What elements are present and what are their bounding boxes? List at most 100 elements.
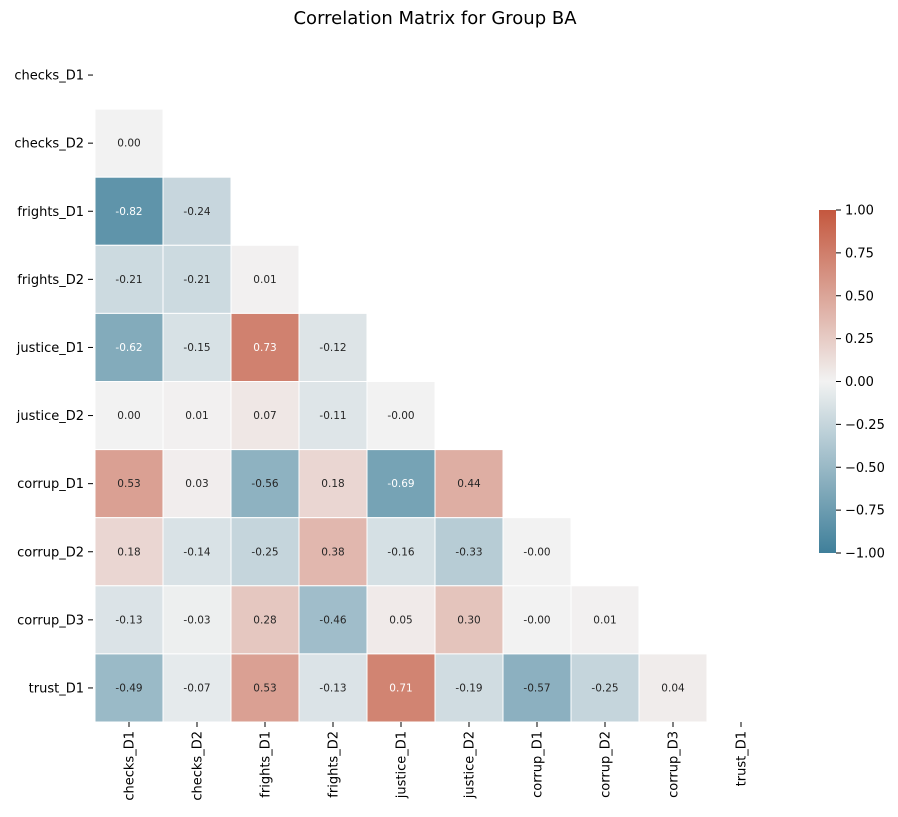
heatmap-cell — [162, 449, 232, 519]
cell-value-label: 0.18 — [117, 546, 140, 558]
colorbar: 1.00 0.75 0.50 0.25 0.00 −0.25 −0.50 −0.75 −1.00 — [819, 204, 885, 562]
cell-value-label: 0.53 — [253, 682, 276, 694]
cell-value-label: -0.21 — [115, 274, 142, 286]
cell-value-label: -0.13 — [115, 614, 142, 626]
colorbar-tick-label: −0.50 — [845, 461, 885, 476]
cell-value-label: 0.71 — [389, 682, 412, 694]
column-tick-label: corrup_D1 — [531, 731, 546, 798]
heatmap-cell — [298, 381, 368, 451]
colorbar-tick-label: 0.25 — [845, 332, 874, 347]
heatmap-cell — [94, 585, 164, 655]
heatmap-cell — [230, 449, 300, 519]
row-tick-label: justice_D1 — [16, 341, 84, 356]
heatmap-cell — [230, 244, 300, 314]
cell-value-label: -0.12 — [319, 342, 346, 354]
cell-value-label: 0.44 — [457, 478, 481, 490]
row-tick-label: justice_D2 — [16, 409, 84, 424]
cell-value-label: 0.03 — [185, 478, 208, 490]
row-tick-label: corrup_D3 — [17, 613, 84, 628]
cell-value-label: 0.04 — [661, 682, 685, 694]
cell-value-label: -0.00 — [387, 410, 414, 422]
heatmap-cell — [298, 653, 368, 723]
chart-title: Correlation Matrix for Group BA — [293, 8, 577, 29]
cell-value-label: -0.62 — [115, 342, 142, 354]
heatmap-cell — [298, 312, 368, 382]
heatmap-cells: 0.00 -0.82 -0.24 -0.21 -0.21 0.01 -0.62 -0.15 0.… — [94, 108, 708, 723]
heatmap-cell — [94, 517, 164, 587]
heatmap-cell — [162, 653, 232, 723]
colorbar-tick-label: 0.75 — [845, 246, 874, 261]
heatmap-cell — [434, 449, 504, 519]
row-tick-label: frights_D2 — [17, 273, 84, 288]
column-tick-label: trust_D1 — [735, 731, 750, 786]
cell-value-label: 0.01 — [593, 614, 616, 626]
heatmap-cell — [94, 108, 164, 178]
column-tick-label: checks_D2 — [191, 731, 206, 801]
heatmap-cell — [298, 517, 368, 587]
cell-value-label: -0.14 — [183, 546, 210, 558]
colorbar-tick-label: 1.00 — [845, 204, 874, 219]
cell-value-label: 0.05 — [389, 614, 412, 626]
cell-value-label: 0.53 — [117, 478, 140, 490]
cell-value-label: -0.19 — [455, 682, 482, 694]
cell-value-label: -0.82 — [115, 206, 142, 218]
cell-value-label: -0.46 — [319, 614, 346, 626]
heatmap-cell — [434, 653, 504, 723]
cell-value-label: -0.25 — [591, 682, 618, 694]
cell-value-label: 0.07 — [253, 410, 276, 422]
cell-value-label: -0.33 — [455, 546, 482, 558]
cell-value-label: 0.73 — [253, 342, 276, 354]
heatmap-cell — [162, 176, 232, 246]
cell-value-label: 0.28 — [253, 614, 276, 626]
heatmap-cell — [298, 449, 368, 519]
colorbar-gradient — [819, 210, 836, 553]
row-tick-label: checks_D1 — [14, 69, 84, 84]
heatmap-cell — [162, 312, 232, 382]
colorbar-tick-label: 0.50 — [845, 289, 874, 304]
heatmap-cell — [162, 381, 232, 451]
row-tick-labels: checks_D1 checks_D2 frights_D1 frights_D2ju… — [14, 69, 93, 696]
row-tick-label: frights_D1 — [17, 205, 84, 220]
heatmap-cell — [638, 653, 708, 723]
row-tick-label: corrup_D2 — [17, 545, 84, 560]
column-tick-label: corrup_D2 — [599, 731, 614, 798]
cell-value-label: 0.38 — [321, 546, 344, 558]
column-tick-label: justice_D1 — [395, 731, 410, 799]
cell-value-label: -0.15 — [183, 342, 210, 354]
column-tick-label: frights_D1 — [259, 731, 274, 798]
row-tick-label: checks_D2 — [14, 137, 84, 152]
heatmap-cell — [502, 517, 572, 587]
colorbar-tick-label: 0.00 — [845, 375, 874, 390]
column-tick-label: frights_D2 — [327, 731, 342, 798]
heatmap-cell — [94, 653, 164, 723]
cell-value-label: 0.01 — [253, 274, 276, 286]
cell-value-label: -0.13 — [319, 682, 346, 694]
heatmap-cell — [502, 653, 572, 723]
heatmap-cell — [366, 381, 436, 451]
cell-value-label: -0.69 — [387, 478, 414, 490]
column-tick-label: corrup_D3 — [667, 731, 682, 798]
cell-value-label: -0.16 — [387, 546, 414, 558]
column-tick-label: checks_D1 — [123, 731, 138, 801]
cell-value-label: -0.03 — [183, 614, 210, 626]
row-tick-label: trust_D1 — [29, 681, 84, 696]
heatmap-cell — [230, 653, 300, 723]
cell-value-label: 0.00 — [117, 410, 140, 422]
heatmap-cell — [94, 176, 164, 246]
cell-value-label: -0.56 — [251, 478, 278, 490]
heatmap-cell — [230, 585, 300, 655]
heatmap-cell — [162, 517, 232, 587]
colorbar-tick-label: −1.00 — [845, 547, 885, 562]
cell-value-label: -0.07 — [183, 682, 210, 694]
heatmap-cell — [94, 449, 164, 519]
cell-value-label: -0.57 — [523, 682, 550, 694]
cell-value-label: 0.18 — [321, 478, 344, 490]
colorbar-tick-label: −0.25 — [845, 418, 885, 433]
heatmap-cell — [570, 585, 640, 655]
heatmap-cell — [434, 517, 504, 587]
cell-value-label: -0.21 — [183, 274, 210, 286]
cell-value-label: 0.01 — [185, 410, 208, 422]
cell-value-label: -0.00 — [523, 614, 550, 626]
cell-value-label: -0.49 — [115, 682, 142, 694]
